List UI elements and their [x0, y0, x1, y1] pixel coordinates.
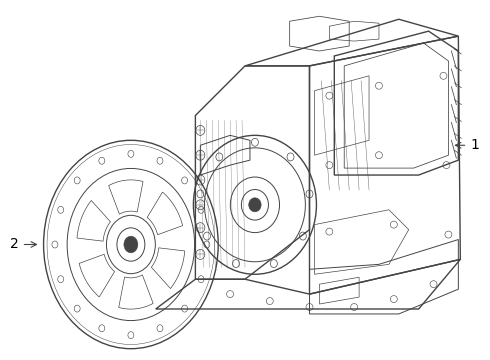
Text: 2: 2 — [10, 238, 37, 252]
Ellipse shape — [249, 198, 261, 212]
Text: 1: 1 — [455, 138, 479, 152]
Ellipse shape — [124, 236, 138, 253]
